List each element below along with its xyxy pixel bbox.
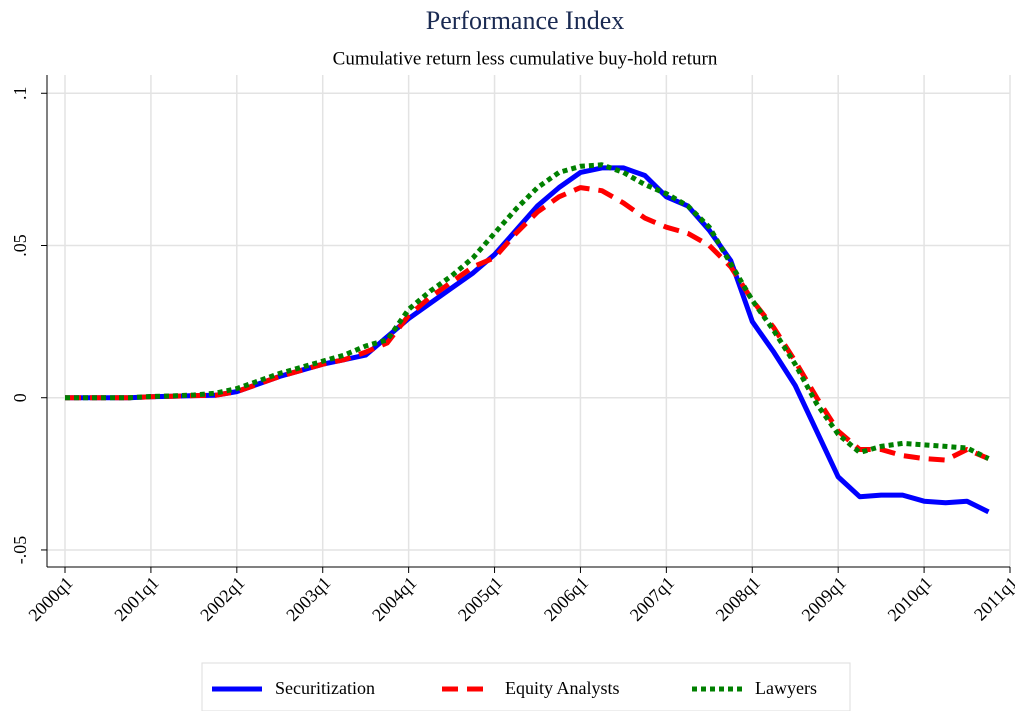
legend-label: Lawyers: [755, 678, 817, 698]
y-tick-label: .1: [10, 87, 30, 101]
series-line: [65, 162, 990, 461]
y-tick-label: .05: [10, 234, 30, 257]
chart-subtitle: Cumulative return less cumulative buy-ho…: [333, 48, 718, 69]
y-tick-label: -.05: [10, 536, 30, 565]
chart-title: Performance Index: [426, 6, 625, 35]
legend-label: Securitization: [275, 678, 375, 698]
legend-label: Equity Analysts: [505, 678, 620, 698]
y-tick-label: 0: [10, 393, 30, 402]
